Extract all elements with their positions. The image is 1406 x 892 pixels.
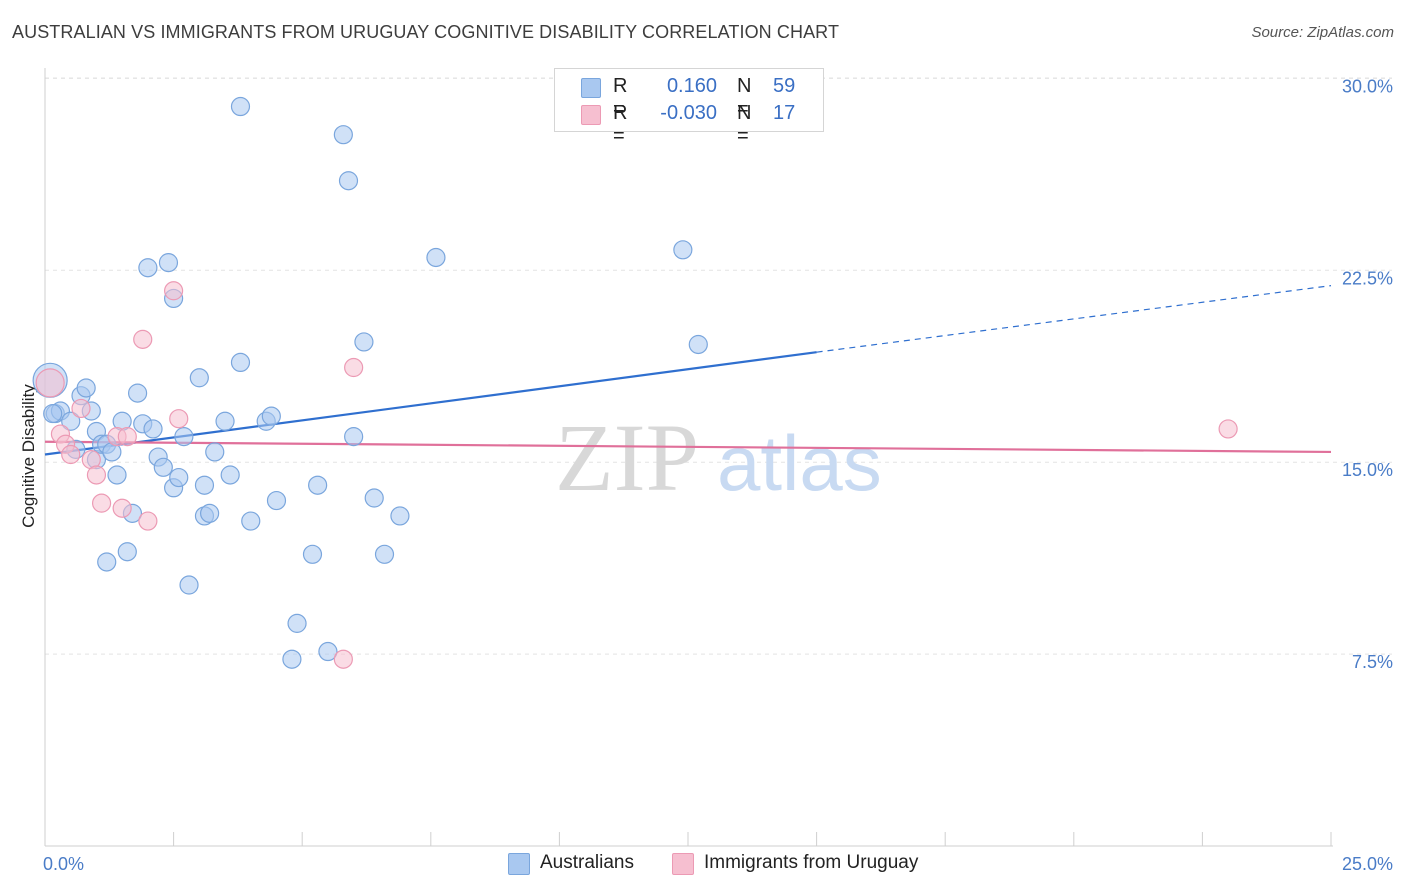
point-australians bbox=[153, 457, 173, 477]
point-uruguay bbox=[86, 465, 107, 485]
legend-n-label: N = bbox=[737, 102, 752, 147]
point-australians bbox=[688, 334, 708, 355]
point-uruguay bbox=[333, 649, 353, 669]
legend-swatch-blue bbox=[581, 78, 601, 98]
point-uruguay bbox=[133, 329, 153, 349]
point-australians bbox=[97, 552, 117, 572]
point-uruguay bbox=[164, 281, 184, 301]
legend-n-value: 59 bbox=[773, 75, 796, 97]
point-uruguay bbox=[35, 368, 65, 398]
y-axis-label: Cognitive Disability bbox=[19, 384, 38, 528]
point-australians bbox=[333, 125, 353, 145]
y-tick-labels: 7.5% 15.0% 22.5% 30.0% bbox=[1342, 76, 1393, 672]
point-australians bbox=[189, 368, 209, 388]
point-australians bbox=[158, 253, 179, 273]
point-australians bbox=[138, 258, 158, 278]
point-australians bbox=[266, 490, 287, 511]
point-australians bbox=[230, 352, 251, 372]
trend-lines bbox=[44, 285, 1332, 456]
legend-swatch-pink bbox=[581, 105, 601, 125]
point-australians bbox=[241, 511, 261, 531]
legend-r-label: R = bbox=[613, 102, 628, 147]
point-australians bbox=[143, 419, 163, 439]
x-tick-label: 0.0% bbox=[43, 854, 84, 874]
point-australians bbox=[194, 475, 215, 495]
data-points bbox=[32, 96, 1238, 669]
trend-line-australians-extension bbox=[816, 285, 1332, 353]
point-uruguay bbox=[1218, 419, 1238, 439]
bottom-legend-swatch-pink bbox=[672, 853, 694, 875]
point-australians bbox=[390, 506, 410, 526]
point-uruguay bbox=[117, 427, 137, 447]
point-uruguay bbox=[112, 498, 132, 518]
point-australians bbox=[230, 96, 251, 117]
source-label: Source: ZipAtlas.com bbox=[1251, 24, 1394, 41]
legend-n-value: 17 bbox=[773, 102, 796, 124]
point-australians bbox=[302, 544, 323, 564]
point-australians bbox=[220, 465, 240, 485]
point-australians bbox=[107, 465, 127, 485]
point-australians bbox=[169, 467, 189, 488]
bottom-legend-label: Australians bbox=[540, 852, 634, 873]
bottom-legend-swatch-blue bbox=[508, 853, 530, 875]
point-australians bbox=[673, 240, 693, 260]
point-uruguay bbox=[138, 511, 158, 531]
point-australians bbox=[127, 383, 148, 403]
point-uruguay bbox=[344, 357, 364, 378]
point-australians bbox=[174, 427, 194, 447]
x-tick-label: 25.0% bbox=[1342, 854, 1393, 874]
legend-n-label: N = bbox=[737, 75, 752, 120]
point-uruguay bbox=[61, 444, 81, 465]
point-australians bbox=[215, 411, 235, 431]
trend-line-australians bbox=[44, 351, 817, 456]
chart-title: AUSTRALIAN VS IMMIGRANTS FROM URUGUAY CO… bbox=[12, 22, 840, 42]
y-tick-label: 22.5% bbox=[1342, 268, 1393, 288]
axes bbox=[44, 68, 1333, 847]
point-australians bbox=[43, 403, 63, 424]
point-australians bbox=[344, 427, 364, 447]
point-australians bbox=[200, 503, 220, 523]
point-australians bbox=[287, 613, 307, 633]
x-tick-labels: 0.0% 25.0% bbox=[43, 854, 1393, 874]
point-uruguay bbox=[169, 409, 189, 429]
bottom-legend-label: Immigrants from Uruguay bbox=[704, 852, 919, 873]
watermark-zip: ZIP bbox=[555, 404, 699, 511]
point-australians bbox=[338, 171, 359, 191]
trend-line-uruguay bbox=[44, 440, 1332, 454]
watermark: ZIP atlas bbox=[555, 404, 882, 511]
stats-legend: R = 0.160 N = 59 R = -0.030 N = 17 bbox=[554, 68, 824, 147]
point-australians bbox=[374, 544, 395, 564]
point-uruguay bbox=[71, 398, 91, 419]
y-tick-label: 30.0% bbox=[1342, 76, 1393, 96]
point-australians bbox=[282, 649, 302, 669]
legend-r-value: -0.030 bbox=[660, 102, 717, 124]
point-uruguay bbox=[91, 493, 112, 513]
point-australians bbox=[61, 411, 81, 431]
legend-r-label: R = bbox=[613, 75, 628, 120]
y-tick-label: 7.5% bbox=[1352, 652, 1393, 672]
point-australians bbox=[205, 442, 225, 462]
point-australians bbox=[76, 378, 96, 398]
point-australians bbox=[364, 488, 384, 508]
legend-r-value: 0.160 bbox=[666, 75, 717, 97]
point-australians bbox=[426, 247, 446, 268]
point-australians bbox=[261, 406, 281, 426]
y-tick-label: 15.0% bbox=[1342, 460, 1393, 480]
point-australians bbox=[354, 332, 374, 352]
watermark-atlas: atlas bbox=[717, 419, 882, 507]
point-australians bbox=[308, 475, 328, 495]
point-australians bbox=[179, 575, 199, 595]
point-australians bbox=[318, 641, 338, 662]
point-australians bbox=[117, 542, 137, 562]
